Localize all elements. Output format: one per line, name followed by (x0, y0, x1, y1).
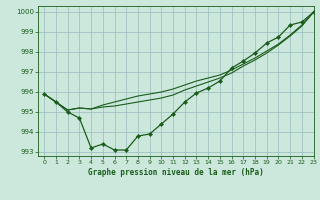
X-axis label: Graphe pression niveau de la mer (hPa): Graphe pression niveau de la mer (hPa) (88, 168, 264, 177)
